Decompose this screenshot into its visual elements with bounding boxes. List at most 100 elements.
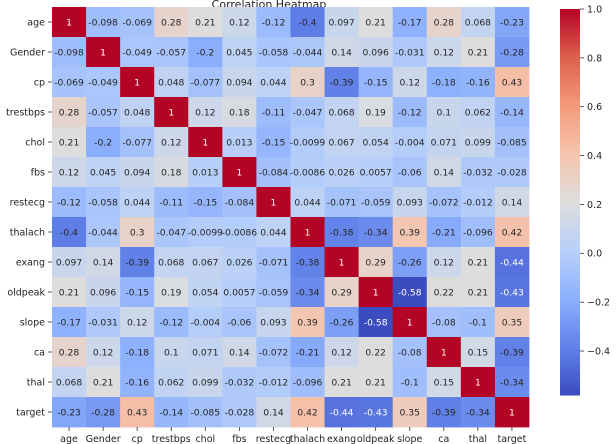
column-label-ca: ca — [438, 434, 449, 444]
colorbar-segment — [560, 356, 580, 361]
row-label-thal: thal — [27, 377, 45, 388]
cell-value-thal-exang: 0.21 — [331, 377, 351, 388]
colorbar-segment — [560, 60, 580, 65]
cell-value-target-oldpeak: -0.43 — [364, 407, 388, 418]
cell-value-chol-Gender: -0.2 — [94, 137, 112, 148]
cell-value-fbs-restecg: -0.084 — [259, 167, 289, 178]
colorbar-segment — [560, 275, 580, 280]
heatmap-cell-exang-chol — [188, 247, 223, 278]
heatmap-cell-Gender-thal — [460, 37, 496, 68]
colorbar-segment — [560, 50, 580, 55]
cell-value-target-age: -0.23 — [57, 407, 81, 418]
heatmap-cell-exang-ca — [426, 247, 462, 278]
cell-value-exang-target: -0.44 — [500, 257, 524, 268]
heatmap-cell-thalach-Gender — [86, 217, 121, 248]
colorbar-segment — [560, 327, 580, 332]
heatmap-cell-cp-ca — [426, 67, 462, 98]
heatmap-cell-target-thalach — [290, 397, 325, 428]
heatmap-cell-age-cp — [120, 7, 155, 38]
cell-value-oldpeak-thalach: -0.34 — [296, 287, 320, 298]
heatmap-cell-Gender-ca — [426, 37, 462, 68]
heatmap-cell-fbs-cp — [120, 157, 155, 188]
heatmap-cell-thal-chol — [188, 367, 223, 398]
colorbar-segment — [560, 166, 580, 171]
cell-value-age-Gender: -0.098 — [88, 17, 118, 28]
cell-value-oldpeak-age: 0.21 — [59, 287, 79, 298]
cell-value-age-age: 1 — [66, 17, 72, 28]
heatmap-cell-age-exang — [324, 7, 360, 38]
cell-value-trestbps-exang: 0.068 — [328, 107, 354, 118]
cell-value-slope-target: 0.35 — [502, 317, 523, 328]
colorbar-segment — [560, 375, 580, 380]
heatmap-cell-oldpeak-restecg — [256, 277, 291, 308]
colorbar-segment — [560, 115, 580, 119]
heatmap-cell-restecg-ca — [426, 187, 462, 218]
cell-value-age-exang: 0.097 — [328, 17, 354, 28]
heatmap-cell-chol-Gender — [86, 127, 121, 158]
cell-value-slope-trestbps: -0.12 — [159, 317, 183, 328]
heatmap-cell-thalach-cp — [120, 217, 155, 248]
heatmap-cell-exang-thalach — [290, 247, 325, 278]
heatmap-cell-cp-target — [494, 67, 530, 98]
cell-value-trestbps-Gender: -0.057 — [88, 107, 118, 118]
cell-value-ca-target: -0.39 — [500, 347, 524, 358]
colorbar-segment — [560, 37, 580, 42]
heatmap-cell-Gender-chol — [188, 37, 223, 68]
colorbar-segment — [560, 205, 580, 209]
cell-value-age-restecg: -0.12 — [262, 17, 286, 28]
heatmap-cell-thal-ca — [426, 367, 462, 398]
colorbar-segment — [560, 160, 580, 164]
heatmap-cell-cp-fbs — [222, 67, 257, 98]
heatmap-cell-exang-fbs — [222, 247, 257, 278]
colorbar-segment — [560, 330, 580, 335]
heatmap-cell-thal-trestbps — [154, 367, 189, 398]
cell-value-Gender-fbs: 0.045 — [226, 47, 252, 58]
heatmap-cells — [52, 7, 530, 428]
cell-value-Gender-restecg: -0.058 — [259, 47, 289, 58]
heatmap-cell-age-restecg — [256, 7, 291, 38]
cell-value-trestbps-chol: 0.12 — [195, 107, 215, 118]
heatmap-cell-oldpeak-slope — [392, 277, 428, 308]
cell-value-restecg-age: -0.12 — [57, 197, 81, 208]
cell-value-slope-cp: 0.12 — [127, 317, 147, 328]
heatmap-cell-target-cp — [120, 397, 155, 428]
cell-value-fbs-ca: 0.14 — [434, 167, 455, 178]
colorbar-tick-label: 0.8 — [587, 53, 602, 64]
cell-value-age-oldpeak: 0.21 — [365, 17, 385, 28]
colorbar-segment — [560, 247, 580, 251]
cell-value-oldpeak-cp: -0.15 — [125, 287, 149, 298]
colorbar-segment — [560, 163, 580, 168]
heatmap-cell-trestbps-thalach — [290, 97, 325, 128]
colorbar-segment — [560, 304, 580, 309]
cell-value-thalach-age: -0.4 — [60, 227, 78, 238]
heatmap-cell-oldpeak-fbs — [222, 277, 257, 308]
heatmap-cell-target-restecg — [256, 397, 291, 428]
cell-value-slope-ca: -0.08 — [432, 317, 456, 328]
colorbar-segment — [560, 224, 580, 229]
heatmap-cell-thalach-age — [52, 217, 87, 248]
colorbar-segment — [560, 150, 580, 155]
heatmap-cell-chol-trestbps — [154, 127, 189, 158]
cell-value-fbs-fbs: 1 — [236, 167, 242, 178]
cell-value-restecg-restecg: 1 — [271, 197, 277, 208]
cell-value-Gender-ca: 0.12 — [434, 47, 454, 58]
heatmap-cell-chol-oldpeak — [358, 127, 394, 158]
cell-value-oldpeak-Gender: 0.096 — [90, 287, 116, 298]
heatmap-cell-Gender-thalach — [290, 37, 325, 68]
heatmap-cell-slope-slope — [392, 307, 428, 338]
heatmap-cell-slope-thalach — [290, 307, 325, 338]
colorbar-segment — [560, 208, 580, 213]
heatmap-cell-slope-exang — [324, 307, 360, 338]
colorbar-segment — [560, 44, 580, 49]
heatmap-cell-target-chol — [188, 397, 223, 428]
heatmap-cell-exang-restecg — [256, 247, 291, 278]
heatmap-cell-restecg-target — [494, 187, 530, 218]
heatmap-cell-fbs-slope — [392, 157, 428, 188]
cell-value-oldpeak-fbs: 0.0057 — [223, 287, 255, 298]
cell-value-target-chol: -0.085 — [190, 407, 220, 418]
heatmap-cell-thal-age — [52, 367, 87, 398]
colorbar-segment — [560, 124, 580, 129]
colorbar-segment — [560, 333, 580, 338]
heatmap-cell-chol-thalach — [290, 127, 325, 158]
heatmap-cell-oldpeak-age — [52, 277, 87, 308]
